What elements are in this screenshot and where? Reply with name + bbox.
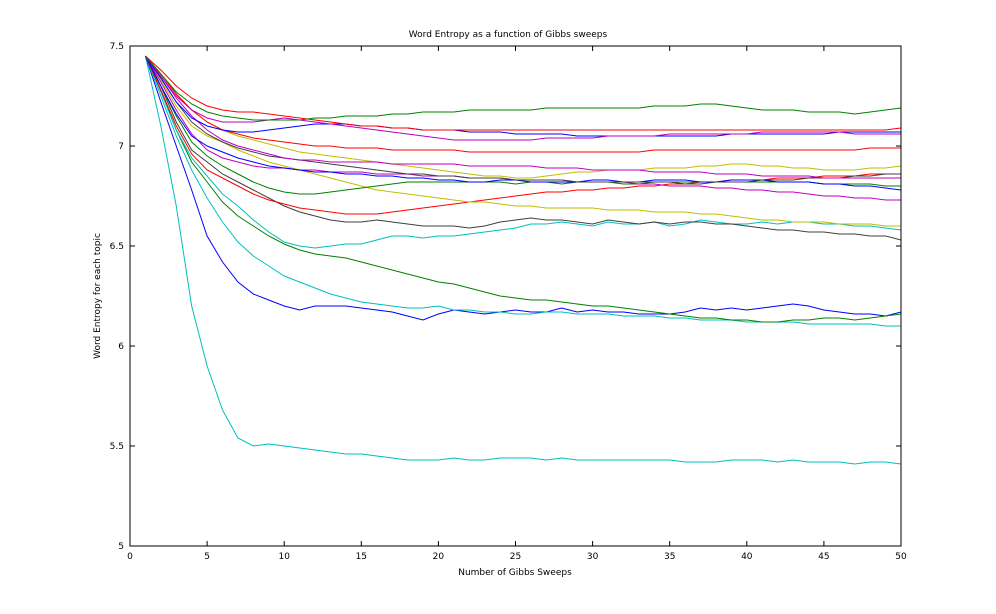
y-tick-label-5: 5 — [118, 542, 124, 552]
series-line-19 — [145, 55, 902, 121]
x-tick-label-35: 35 — [664, 552, 675, 562]
plot-area — [130, 46, 901, 546]
series-line-16 — [145, 55, 901, 137]
y-tick-label-5.5: 5.5 — [110, 442, 124, 452]
series-line-17 — [145, 55, 902, 131]
series-line-12 — [145, 55, 901, 185]
x-tick-label-0: 0 — [127, 552, 133, 562]
chart-title: Word Entropy as a function of Gibbs swee… — [409, 30, 608, 40]
series-line-1 — [144, 55, 902, 465]
x-tick-label-25: 25 — [510, 552, 521, 562]
x-tick-label-50: 50 — [895, 552, 907, 562]
series-line-4 — [144, 55, 902, 323]
y-tick-label-7: 7 — [118, 142, 124, 152]
x-tick-label-15: 15 — [356, 552, 367, 562]
x-tick-label-30: 30 — [587, 552, 599, 562]
x-tick-label-5: 5 — [204, 552, 210, 562]
x-tick-label-40: 40 — [741, 552, 753, 562]
series-line-7 — [144, 55, 901, 215]
series-line-5 — [144, 55, 902, 249]
series-line-13 — [145, 55, 902, 179]
y-tick-label-7.5: 7.5 — [110, 42, 124, 52]
y-axis-title: Word Entropy for each topic — [93, 233, 103, 359]
series-line-6 — [144, 55, 902, 241]
series-line-11 — [144, 55, 902, 191]
x-tick-label-20: 20 — [433, 552, 445, 562]
series-layer — [144, 55, 902, 465]
x-tick-label-10: 10 — [278, 552, 290, 562]
y-tick-label-6.5: 6.5 — [110, 242, 124, 252]
series-line-8 — [144, 55, 901, 227]
x-axis-title: Number of Gibbs Sweeps — [458, 568, 572, 578]
y-tick-label-6: 6 — [118, 342, 124, 352]
series-line-14 — [145, 55, 901, 179]
series-line-2 — [144, 55, 902, 321]
x-tick-label-45: 45 — [818, 552, 829, 562]
series-line-15 — [145, 55, 901, 153]
